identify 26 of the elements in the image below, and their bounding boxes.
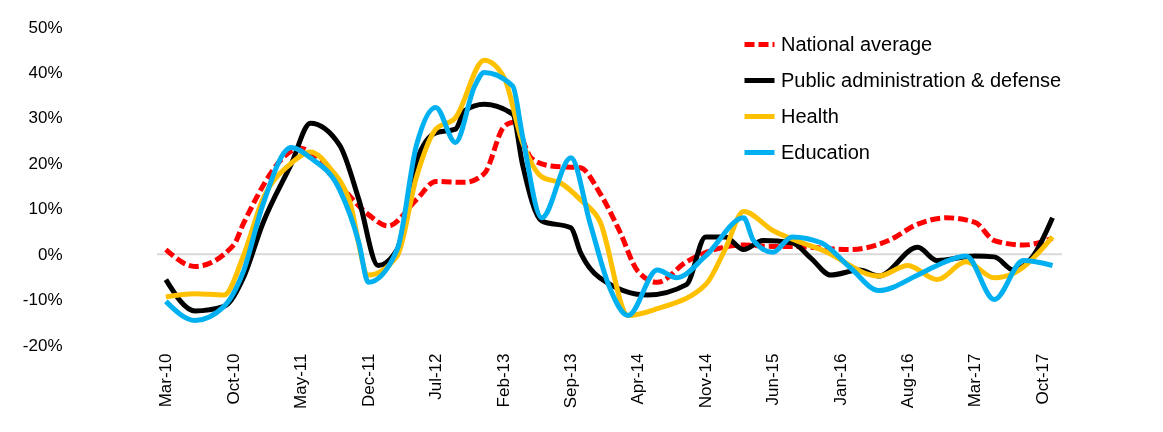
y-tick-label: 50% [28,17,63,37]
y-tick-label: 40% [28,62,63,82]
x-tick-label: May-11 [291,353,311,409]
x-tick-label: Oct-10 [224,353,244,405]
x-tick-label: Oct-17 [1033,353,1053,405]
x-tick-label: Jul-12 [426,353,446,400]
x-tick-label: Apr-14 [628,353,648,405]
x-tick-label: Nov-14 [696,353,716,409]
legend-label: Public administration & defense [781,68,1062,91]
legend-label: Education [781,140,870,163]
x-tick-label: Mar-10 [156,353,176,408]
x-tick-label: Mar-17 [965,353,985,408]
x-tick-label: Jan-16 [831,353,850,406]
legend-label: National average [781,32,933,55]
y-tick-label: -20% [22,335,63,355]
x-tick-label: Sep-13 [561,353,581,409]
x-tick-label: Dec-11 [358,353,378,408]
y-tick-label: 0% [37,244,63,264]
y-tick-label: 30% [28,108,63,128]
legend-label: Health [781,104,839,127]
y-tick-label: 10% [28,199,63,219]
y-tick-label: -10% [22,290,63,310]
x-tick-label: Feb-13 [494,353,514,408]
x-tick-label: Aug-16 [898,353,918,409]
y-tick-label: 20% [28,153,63,173]
x-tick-label: Jun-15 [763,353,783,406]
